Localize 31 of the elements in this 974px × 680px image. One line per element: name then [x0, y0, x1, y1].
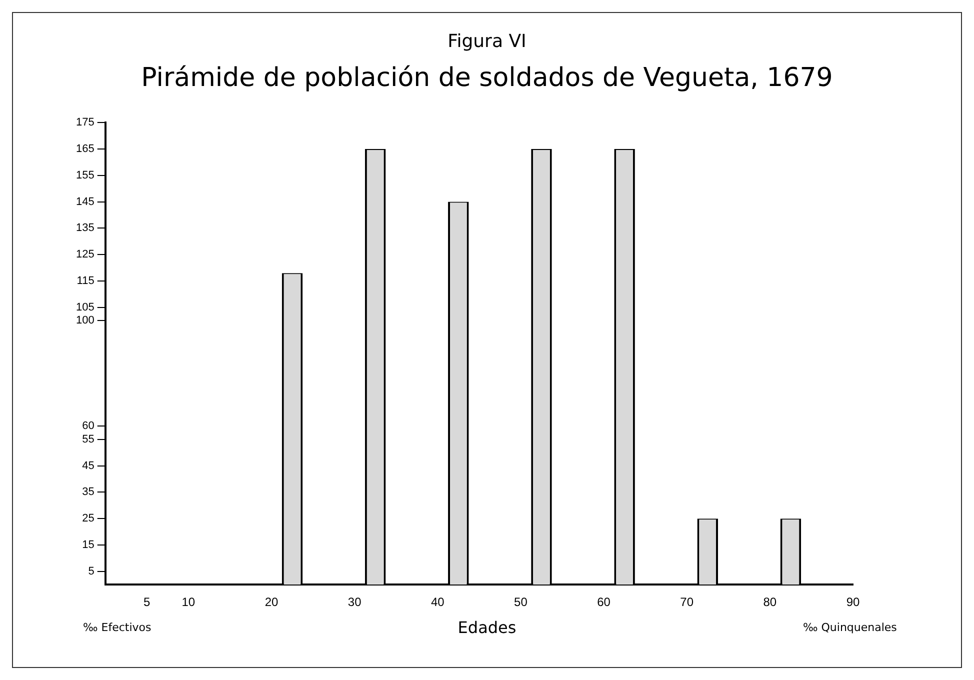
y-tick-label: 175 [76, 116, 94, 129]
text: Figura VI [446, 31, 528, 52]
x-tick-label: 50 [514, 595, 528, 610]
x-tick-label: 90 [846, 595, 860, 610]
x-tick-label: 30 [348, 595, 362, 610]
y-tick-label: 165 [76, 143, 94, 156]
x-tick-label: 40 [430, 595, 445, 610]
y-tick-label: 55 [82, 433, 94, 446]
y-tick-label: 5 [88, 565, 94, 578]
x-tick-label: 5 [144, 595, 151, 610]
y-tick-label: 35 [82, 486, 94, 498]
y-tick-label: 100 [76, 314, 94, 327]
y-tick-label: 125 [76, 248, 94, 261]
x-tick-label: 60 [597, 595, 611, 610]
y-tick-label: 145 [76, 196, 94, 208]
text: ‰ Efectivos [83, 621, 152, 634]
y-tick-label: 15 [82, 539, 94, 552]
y-tick-label: 115 [76, 275, 94, 288]
chart-title: Pirámide de población de soldados de Vegueta, 1679 [140, 63, 834, 93]
x-tick-label: 70 [680, 595, 694, 610]
x-tick-label: 80 [763, 595, 777, 610]
text: ‰ Quinquenales [803, 621, 897, 634]
x-axis-title: Edades [458, 618, 516, 637]
y-tick-label: 45 [82, 460, 94, 472]
y-tick-label: 60 [82, 420, 94, 432]
y-tick-label: 25 [82, 512, 94, 525]
y-tick-label: 135 [76, 222, 94, 234]
y-tick-label: 155 [76, 169, 94, 182]
x-tick-label: 20 [264, 595, 278, 610]
y-tick-label: 105 [76, 301, 94, 314]
x-tick-label: 10 [182, 595, 196, 610]
